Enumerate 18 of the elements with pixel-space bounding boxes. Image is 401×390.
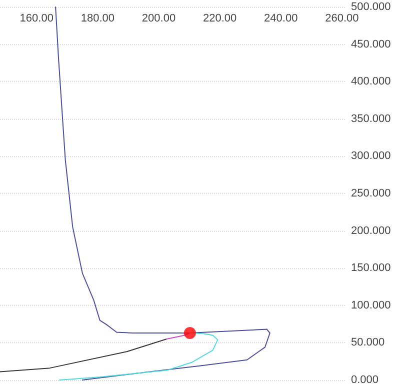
y-tick-label: 500.000 [351,1,391,13]
y-tick-label: 50.000 [351,336,385,349]
y-tick-label: 300.000 [351,150,391,162]
x-tick-label: 160.00 [20,12,54,24]
y-tick-label: 450.000 [351,38,391,50]
y-tick-label: 150.000 [351,262,391,274]
y-tick-label: 0.000 [351,374,379,386]
y-tick-label: 400.000 [351,76,391,88]
x-tick-label: 240.00 [264,12,298,24]
x-tick-label: 260.00 [325,12,359,24]
y-tick-label: 350.000 [351,112,391,125]
y-tick-label: 250.000 [351,188,391,200]
x-tick-label: 200.00 [142,12,176,24]
x-tick-label: 180.00 [80,12,115,24]
y-tick-label: 100.000 [351,299,391,312]
y-tick-label: 200.000 [351,224,391,237]
line-series [0,338,168,372]
x-tick-label: 220.00 [202,12,237,24]
